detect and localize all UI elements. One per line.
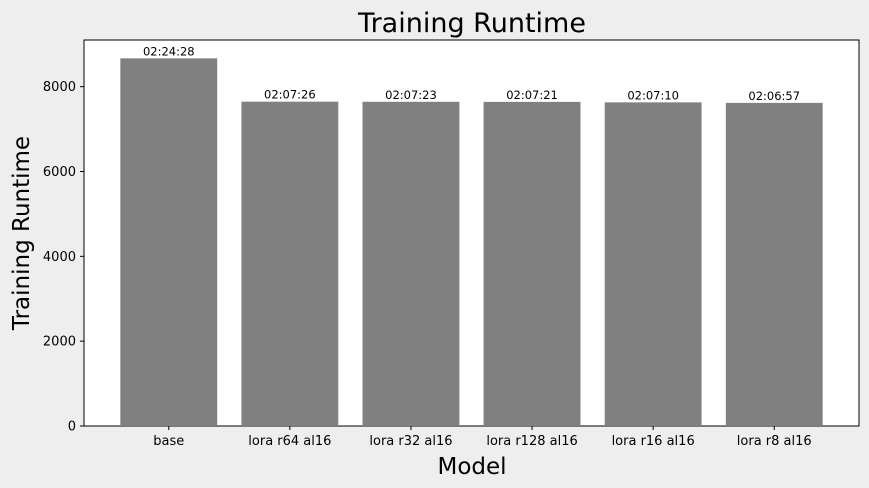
y-tick-label: 0 [68,420,76,435]
bar [120,58,218,426]
chart-title: Training Runtime [357,8,586,39]
bar-value-label: 02:24:28 [143,44,195,58]
y-tick-label: 2000 [43,335,76,350]
y-tick-label: 6000 [43,165,76,180]
bar-value-label: 02:07:23 [385,88,437,102]
y-axis-label: Training Runtime [9,136,35,331]
bars-group [120,58,823,426]
bar [483,101,581,426]
x-tick-label: base [153,434,184,449]
x-axis-label: Model [437,454,506,480]
bar [362,101,460,426]
x-tick-label: lora r16 al16 [612,434,695,449]
value-labels-group: 02:24:28 02:07:26 02:07:23 02:07:21 02:07:10… [143,44,800,103]
x-tick-label: lora r128 al16 [486,434,577,449]
bar [725,102,823,426]
x-tick-label: lora r8 al16 [737,434,812,449]
bar-value-label: 02:07:10 [627,88,679,102]
x-tick-label: lora r64 al16 [248,434,331,449]
bar-value-label: 02:07:26 [264,88,316,102]
x-tick-label: lora r32 al16 [369,434,452,449]
bar [604,102,702,426]
bar-value-label: 02:06:57 [748,89,800,103]
y-tick-label: 4000 [43,250,76,265]
y-axis-ticks: 0 2000 4000 6000 8000 [43,80,84,435]
y-tick-label: 8000 [43,80,76,95]
x-axis-ticks: base lora r64 al16 lora r32 al16 lora r128 … [153,426,812,449]
bar-value-label: 02:07:21 [506,88,558,102]
bar [241,101,339,426]
